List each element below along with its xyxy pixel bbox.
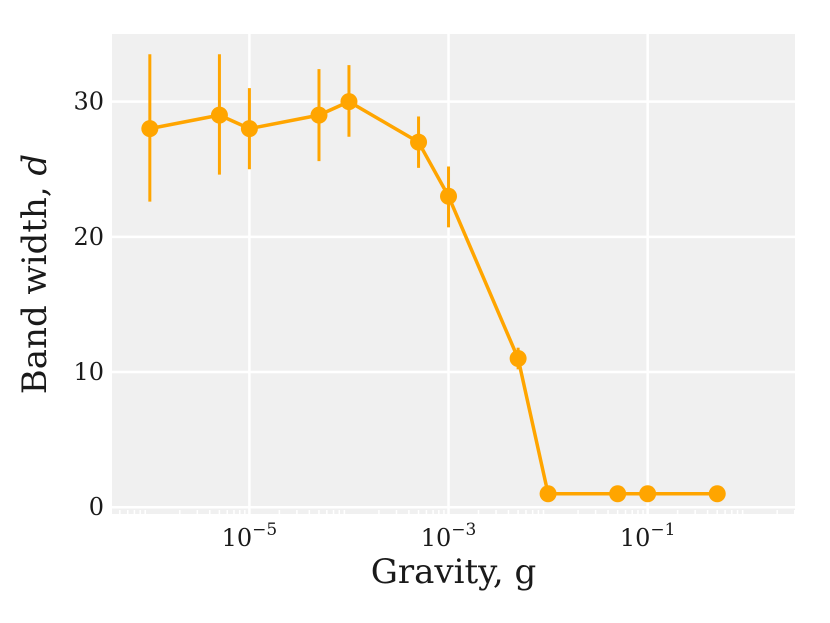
y-tick-label: 0 — [89, 493, 104, 521]
y-tick-label: 20 — [73, 223, 104, 251]
data-series — [141, 54, 726, 503]
data-point — [141, 120, 159, 138]
data-point — [708, 485, 726, 503]
x-tick-labels: 10−5 10−3 10−1 — [222, 520, 676, 552]
y-tick-labels: 0 10 20 30 — [73, 88, 104, 522]
y-axis-label-variable: d — [15, 154, 55, 176]
data-point — [340, 93, 358, 111]
x-tick-label: 10−3 — [421, 520, 477, 552]
data-point — [240, 120, 258, 138]
data-point — [310, 106, 328, 124]
y-axis-label: Band width, d — [15, 154, 55, 394]
data-point — [609, 485, 627, 503]
plot-background — [112, 34, 795, 514]
data-point — [210, 106, 228, 124]
data-point — [539, 485, 557, 503]
data-point — [509, 350, 527, 368]
data-point — [639, 485, 657, 503]
y-tick-label: 30 — [73, 88, 104, 116]
y-tick-label: 10 — [73, 358, 104, 386]
x-axis-label: Gravity, g — [371, 552, 537, 592]
data-point — [410, 133, 428, 151]
grid-lines — [112, 34, 796, 514]
data-point — [440, 187, 458, 205]
x-tick-label: 10−1 — [620, 520, 676, 552]
y-axis-label-text: Band width, — [15, 176, 55, 395]
x-tick-label: 10−5 — [222, 520, 278, 552]
